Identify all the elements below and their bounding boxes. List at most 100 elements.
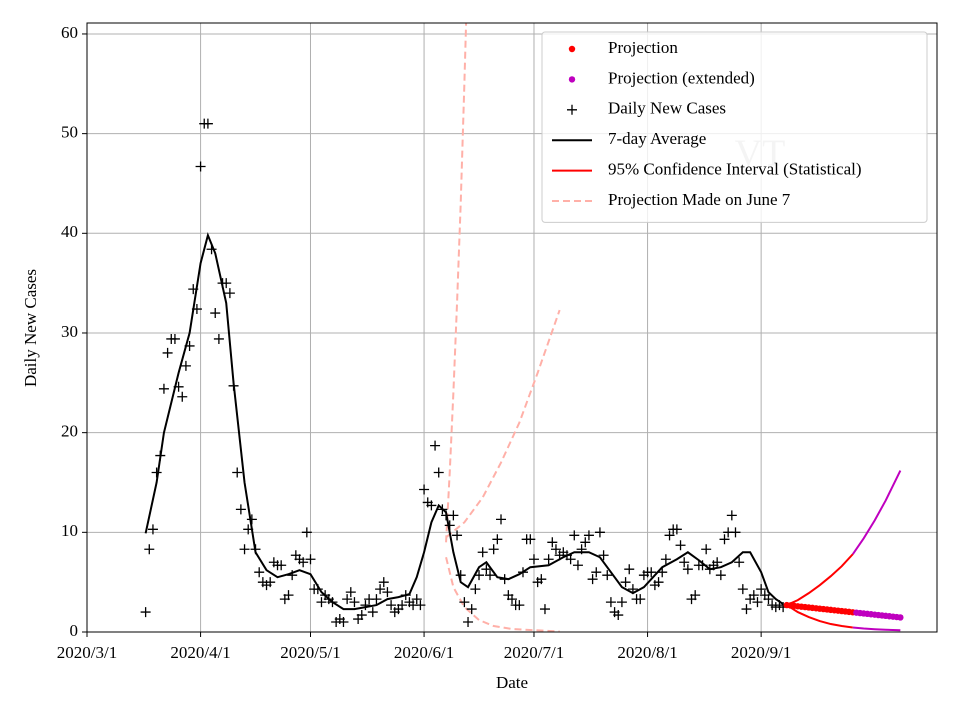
case-marker — [305, 554, 316, 565]
case-marker — [514, 600, 525, 611]
case-marker — [719, 534, 730, 545]
case-marker — [598, 550, 609, 561]
x-tick-label: 2020/8/1 — [617, 643, 677, 662]
case-marker — [144, 544, 155, 555]
case-marker — [459, 597, 470, 608]
plot-area — [140, 23, 904, 632]
y-axis-label: Daily New Cases — [21, 269, 40, 387]
case-marker — [752, 597, 763, 608]
case-marker — [411, 594, 422, 605]
case-marker — [206, 244, 217, 255]
case-marker — [496, 514, 507, 525]
case-marker — [463, 617, 474, 628]
case-marker — [635, 594, 646, 605]
case-marker — [301, 527, 312, 538]
case-marker — [232, 467, 243, 478]
case-marker — [397, 600, 408, 611]
ci-line — [786, 553, 854, 607]
case-marker — [276, 560, 287, 571]
case-marker — [569, 530, 580, 541]
y-tick-label: 40 — [61, 222, 78, 241]
x-axis-label: Date — [496, 673, 528, 692]
case-marker — [657, 567, 668, 578]
ci-line — [786, 604, 853, 629]
x-tick-label: 2020/6/1 — [394, 643, 454, 662]
case-marker — [624, 564, 635, 575]
case-marker — [265, 577, 276, 588]
y-tick-label: 20 — [61, 422, 78, 441]
case-marker — [477, 547, 488, 558]
case-marker — [177, 391, 188, 402]
case-marker — [737, 584, 748, 595]
legend-symbol — [568, 45, 576, 53]
case-marker — [419, 484, 430, 495]
case-marker — [400, 590, 411, 601]
legend-label: Projection (extended) — [608, 68, 755, 87]
case-marker — [188, 284, 199, 295]
x-tick-label: 2020/9/1 — [731, 643, 791, 662]
case-marker — [602, 570, 613, 581]
case-marker — [360, 600, 371, 611]
legend-symbol — [568, 76, 576, 83]
case-marker — [210, 308, 221, 319]
axes-frame — [86, 22, 938, 633]
case-marker — [228, 380, 239, 391]
case-marker — [690, 590, 701, 601]
case-marker — [594, 527, 605, 538]
case-marker — [342, 594, 353, 605]
case-marker — [243, 524, 254, 535]
case-marker — [430, 440, 441, 451]
case-marker — [356, 610, 367, 621]
case-marker — [682, 564, 693, 575]
case-marker — [283, 590, 294, 601]
average-line — [144, 232, 784, 611]
case-marker — [221, 278, 232, 289]
case-marker — [312, 584, 323, 595]
case-marker — [492, 534, 503, 545]
case-marker — [528, 554, 539, 565]
case-marker — [195, 161, 206, 172]
case-marker — [605, 597, 616, 608]
case-marker — [452, 530, 463, 541]
case-marker — [517, 567, 528, 578]
case-marker — [254, 567, 265, 578]
case-marker — [173, 381, 184, 392]
case-marker — [536, 574, 547, 585]
case-marker — [539, 604, 550, 615]
case-marker — [591, 567, 602, 578]
case-marker — [763, 594, 774, 605]
case-marker — [547, 537, 558, 548]
case-marker — [147, 524, 158, 535]
case-marker — [386, 600, 397, 611]
y-tick-label: 30 — [61, 322, 78, 341]
case-marker — [550, 544, 561, 555]
x-tick-label: 2020/4/1 — [170, 643, 230, 662]
case-marker — [345, 587, 356, 598]
case-marker — [466, 604, 477, 615]
case-marker — [488, 544, 499, 555]
old-projection-line — [445, 309, 561, 539]
case-marker — [734, 557, 745, 568]
case-marker — [155, 450, 166, 461]
case-marker — [507, 594, 517, 605]
case-marker — [543, 554, 554, 565]
case-marker — [499, 574, 510, 585]
ci-line — [851, 470, 902, 555]
case-marker — [712, 557, 723, 568]
case-marker — [158, 383, 169, 394]
case-marker — [470, 584, 481, 595]
case-marker — [378, 577, 389, 588]
case-marker — [235, 504, 246, 515]
case-marker — [140, 607, 151, 618]
case-marker — [298, 557, 309, 568]
x-tick-label: 2020/3/1 — [57, 643, 117, 662]
case-marker — [580, 537, 591, 548]
case-marker — [646, 567, 657, 578]
case-marker — [162, 347, 173, 358]
case-marker — [525, 534, 536, 545]
case-marker — [327, 597, 338, 608]
case-marker — [715, 570, 726, 581]
case-marker — [213, 333, 224, 344]
legend-label: 7-day Average — [608, 129, 706, 148]
